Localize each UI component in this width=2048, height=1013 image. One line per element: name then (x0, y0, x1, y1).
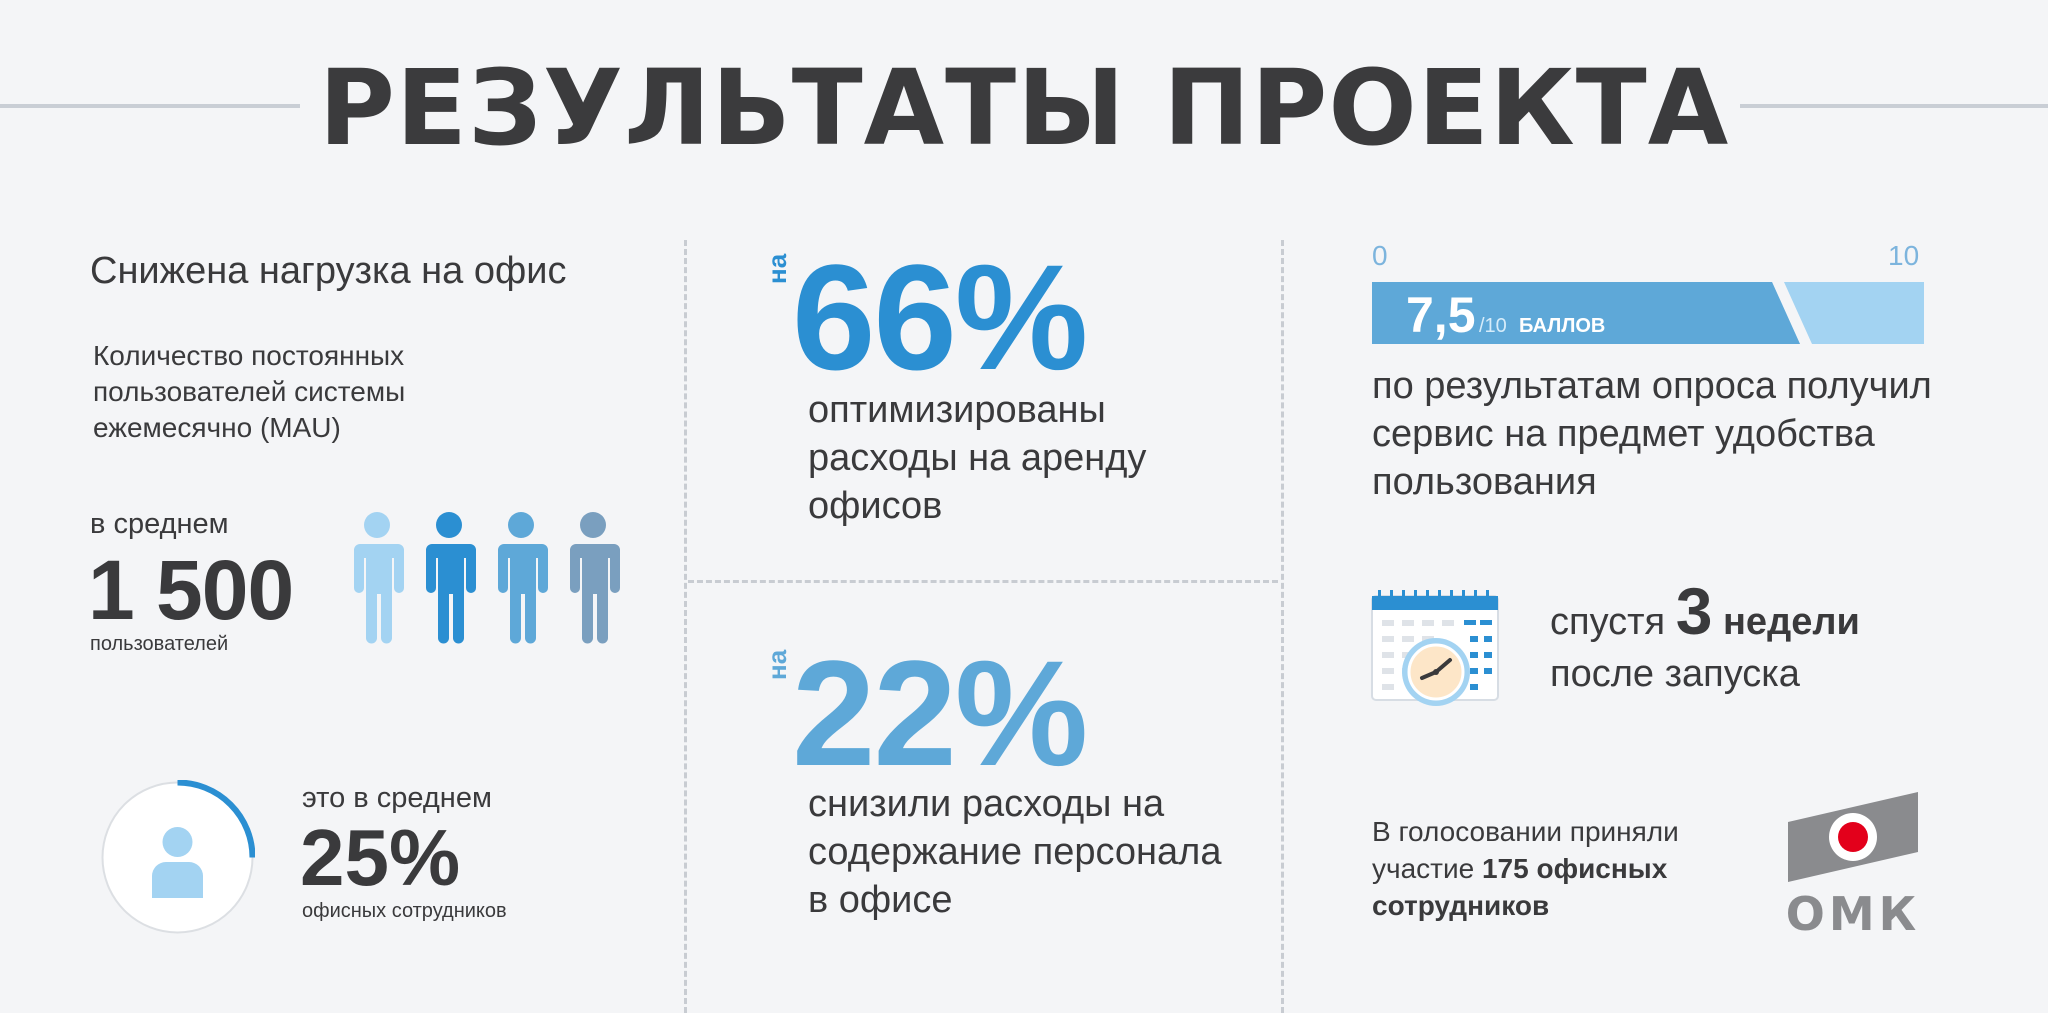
vote-prefix: В голосовании приняли участие (1372, 816, 1679, 884)
share-label: офисных сотрудников (302, 900, 507, 922)
title-line-left (0, 104, 300, 108)
divider-right (1281, 240, 1284, 1013)
weeks-after-launch: спустя 3 недели после запуска (1550, 578, 1860, 700)
share-value: 25% (300, 813, 461, 902)
score-max-suffix: /10 (1479, 315, 1507, 337)
person-icon (152, 827, 203, 898)
staff-cost-percent: 22% (792, 629, 1088, 797)
weeks-prefix: спустя (1550, 601, 1666, 643)
office-load-heading: Снижена нагрузка на офис (90, 250, 567, 292)
users-count: 1 500 (88, 543, 294, 637)
survey-description: по результатам опроса получил сервис на … (1372, 365, 1932, 503)
scale-max: 10 (1888, 240, 1920, 271)
prefix-na-top: на (762, 253, 792, 284)
person-icon (498, 512, 548, 644)
score-value: 7,5 (1406, 287, 1476, 343)
weeks-number: 3 (1675, 574, 1713, 648)
prefix-na-bottom: на (762, 649, 792, 680)
weeks-word: недели (1722, 601, 1860, 643)
page-title: РЕЗУЛЬТАТЫ ПРОЕКТА (318, 47, 1730, 169)
average-label: в среднем (90, 508, 229, 540)
rent-description: оптимизированы расходы на аренду офисов (808, 389, 1147, 527)
vote-info: В голосовании приняли участие 175 офисны… (1372, 813, 1772, 924)
divider-middle (688, 580, 1278, 583)
person-icon (354, 512, 404, 644)
score-bar-fill (1372, 282, 1800, 344)
share-prefix: это в среднем (302, 782, 492, 814)
score-bar: 7,5 /10 БАЛЛОВ (1372, 282, 1924, 344)
share-ring-arc (177, 780, 255, 858)
users-label: пользователей (90, 633, 229, 655)
vote-count: 175 офисных сотрудников (1372, 853, 1668, 921)
calendar-clock-icon (1371, 590, 1499, 706)
score-unit: БАЛЛОВ (1519, 315, 1605, 337)
title-line-right (1740, 104, 2048, 108)
omk-logo: ОМК (1788, 792, 1918, 932)
omk-logo-text: ОМК (1788, 887, 1918, 932)
weeks-suffix: после запуска (1550, 653, 1800, 695)
staff-cost-description: снизили расходы на содержание персонала … (808, 783, 1222, 921)
scale-min: 0 (1372, 240, 1388, 271)
mau-description: Количество постоянных пользователей сист… (93, 340, 406, 443)
divider-left (684, 240, 687, 1013)
rent-percent: 66% (792, 233, 1088, 401)
share-ring (101, 780, 255, 934)
person-icon (426, 512, 476, 644)
person-icon (570, 512, 620, 644)
score-bar-gap (1772, 282, 1812, 344)
